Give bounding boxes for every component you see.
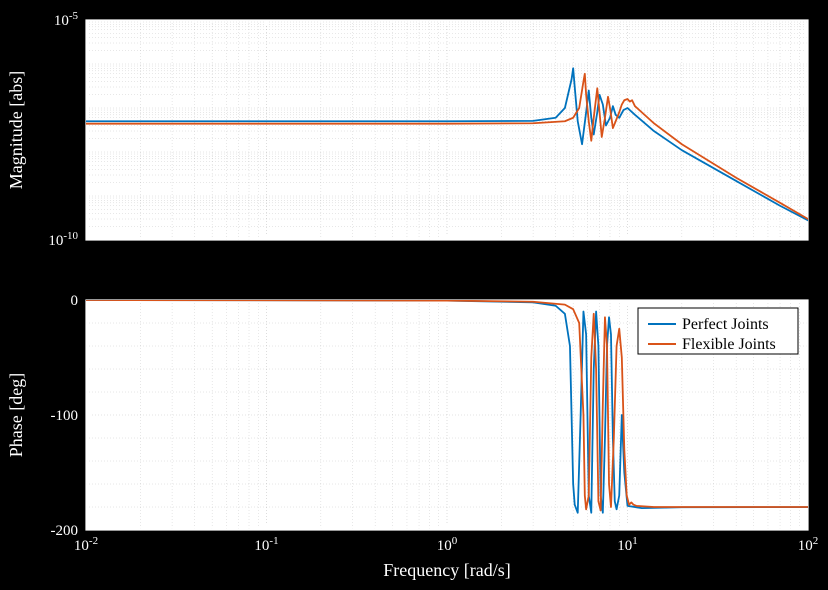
bode-plot-svg: 10-210-110010110210-1010-5-200-1000Magni… <box>0 0 828 590</box>
svg-text:Magnitude [abs]: Magnitude [abs] <box>6 71 26 189</box>
svg-text:102: 102 <box>798 535 819 554</box>
svg-text:10-10: 10-10 <box>48 230 78 249</box>
legend-label: Flexible Joints <box>682 336 776 353</box>
svg-text:Frequency [rad/s]: Frequency [rad/s] <box>383 560 510 580</box>
svg-text:-100: -100 <box>51 408 79 424</box>
svg-text:10-5: 10-5 <box>54 10 79 29</box>
chart-container: { "canvas": { "width": 828, "height": 59… <box>0 0 828 590</box>
svg-text:101: 101 <box>617 535 638 554</box>
svg-text:10-1: 10-1 <box>254 535 278 554</box>
svg-text:100: 100 <box>437 535 458 554</box>
legend-label: Perfect Joints <box>682 316 769 333</box>
svg-text:-200: -200 <box>51 523 79 539</box>
svg-text:0: 0 <box>71 293 79 309</box>
svg-text:Phase [deg]: Phase [deg] <box>6 373 26 457</box>
